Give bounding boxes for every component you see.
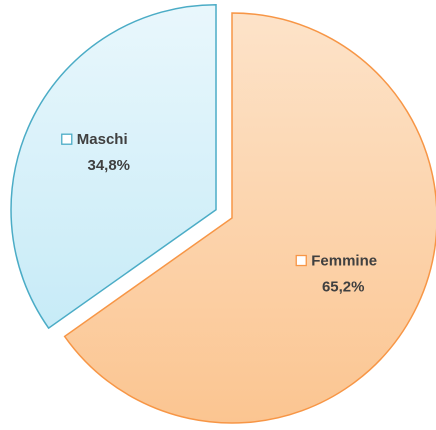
legend-key bbox=[61, 133, 73, 145]
pie-slice bbox=[10, 3, 217, 330]
slice-name: Maschi bbox=[77, 131, 128, 148]
slice-label: 34,8% bbox=[87, 157, 130, 174]
legend-key bbox=[295, 254, 307, 267]
slice-name: Femmine bbox=[311, 252, 377, 269]
pie-slice bbox=[63, 12, 436, 424]
slice-label: 65,2% bbox=[322, 278, 365, 295]
